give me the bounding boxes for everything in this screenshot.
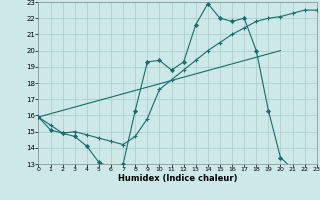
X-axis label: Humidex (Indice chaleur): Humidex (Indice chaleur) xyxy=(118,174,237,183)
